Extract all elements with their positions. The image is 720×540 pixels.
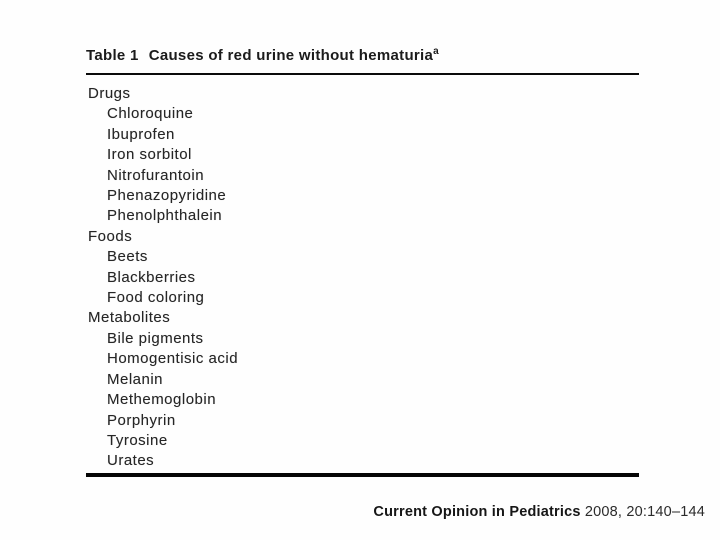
table-body: Drugs Chloroquine Ibuprofen Iron sorbitol Ni… [86,75,639,477]
item-row: Methemoglobin [107,391,217,409]
item-row: Bile pigments [107,329,204,347]
item-row: Homogentisic acid [107,350,239,368]
item-row: Phenazopyridine [107,187,227,205]
category-row: Foods [88,227,133,245]
table-figure: Table 1 Causes of red urine without hemat… [86,46,639,477]
citation-details: 2008, 20:140–144 [584,504,705,520]
category-row: Drugs [88,85,131,102]
table-footnote-marker: a [433,46,440,57]
item-row: Urates [107,452,155,470]
category-row: Metabolites [88,309,171,327]
table-caption: Causes of red urine without hematuria [148,47,434,64]
item-row: Porphyrin [107,411,176,429]
citation: Current Opinion in Pediatrics 2008, 20:1… [373,503,705,521]
item-row: Ibuprofen [107,125,175,143]
item-row: Melanin [107,370,164,388]
item-row: Nitrofurantoin [107,166,205,184]
item-row: Iron sorbitol [107,146,192,164]
item-row: Chloroquine [107,105,194,123]
table-title: Table 1 Causes of red urine without hemat… [86,46,639,75]
item-row: Beets [107,248,148,266]
journal-name: Current Opinion in Pediatrics [373,504,581,520]
table-label: Table 1 [86,47,139,64]
item-row: Phenolphthalein [107,207,223,225]
item-row: Food coloring [107,289,205,307]
item-row: Tyrosine [107,431,168,449]
item-row: Blackberries [107,268,196,286]
